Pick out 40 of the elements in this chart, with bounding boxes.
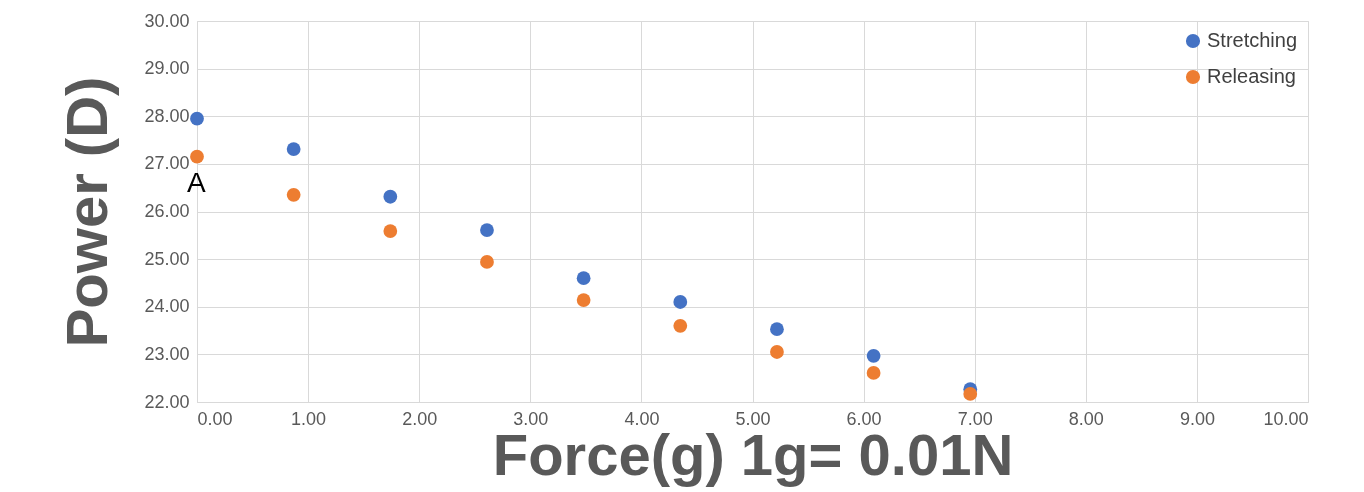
point: [673, 295, 688, 309]
y-tick-label: 25.00: [144, 248, 190, 269]
point: [286, 187, 301, 202]
point: [383, 224, 398, 238]
point: [576, 271, 591, 286]
x-tick-label: 9.00: [1179, 408, 1215, 429]
x-tick-label: 10.00: [1263, 408, 1309, 429]
y-tick-label: 29.00: [144, 58, 190, 79]
x-tick-label: 6.00: [846, 408, 882, 429]
x-tick-label: 1.00: [291, 408, 327, 429]
point: [286, 142, 301, 156]
point: [673, 318, 688, 333]
point: [770, 345, 784, 359]
x-tick-label: 5.00: [735, 408, 771, 429]
point: [480, 255, 494, 269]
y-tick-label: 30.00: [144, 10, 190, 31]
point: [190, 111, 204, 126]
y-axis-title: Power (D): [54, 76, 120, 348]
x-tick-label: 7.00: [957, 408, 993, 429]
point: [866, 348, 881, 363]
y-tick-label: 24.00: [144, 296, 190, 317]
annotation: A: [187, 167, 206, 198]
point: [963, 387, 978, 401]
x-tick-label: 8.00: [1068, 408, 1104, 429]
point: [480, 223, 494, 237]
legend-label: Stretching: [1207, 29, 1298, 51]
point: [866, 366, 881, 380]
y-tick-label: 26.00: [144, 201, 190, 221]
y-tick-label: 28.00: [144, 105, 190, 126]
point: [190, 149, 204, 164]
x-tick-label: 4.00: [624, 408, 660, 429]
y-tick-label: 22.00: [144, 391, 190, 412]
legend-label: Releasing: [1207, 65, 1296, 87]
x-tick-label: 2.00: [402, 408, 438, 429]
y-tick-label: 23.00: [144, 343, 190, 364]
point: [576, 293, 591, 307]
y-tick-label: 27.00: [144, 153, 190, 174]
point: [770, 322, 784, 337]
point: [383, 189, 398, 204]
x-tick-label: 0.00: [197, 408, 233, 429]
